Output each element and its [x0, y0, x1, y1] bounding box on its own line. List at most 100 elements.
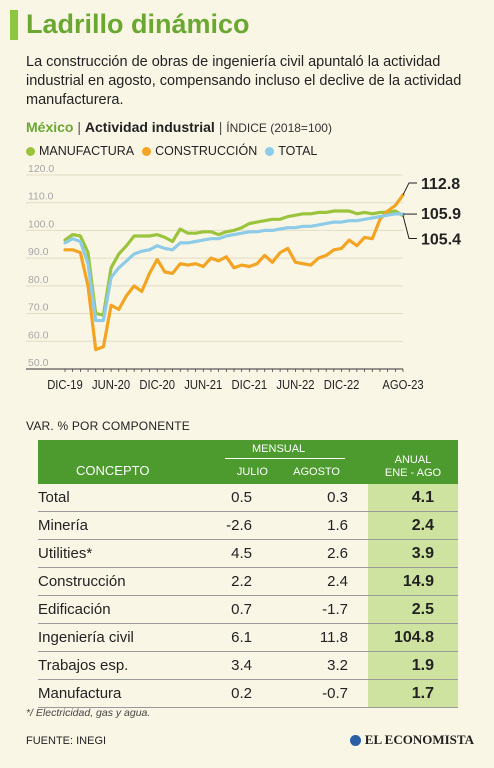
footnote: */ Electricidad, gas y agua.	[26, 707, 151, 719]
y-tick-label: 60.0	[28, 329, 49, 341]
title-accent-bar	[10, 10, 18, 40]
series-line-manufactura	[63, 209, 405, 317]
row-anual: 4.1	[368, 484, 458, 512]
brand-mark-icon	[349, 734, 361, 746]
row-anual: 1.9	[368, 651, 458, 680]
row-julio: 0.2	[182, 679, 278, 708]
header-julio: JULIO	[182, 440, 278, 484]
y-tick-label: 90.0	[28, 246, 49, 258]
row-anual: 14.9	[368, 567, 458, 596]
table-row: Utilities* 4.5 2.6 3.9	[38, 539, 458, 568]
header-mensual: MENSUAL	[252, 443, 306, 455]
callout-label: 105.9	[421, 206, 461, 223]
y-tick-label: 100.0	[28, 218, 54, 230]
row-name: Construcción	[38, 567, 182, 596]
line-chart: 120.0 110.0 100.0 90.0 80.0 70.0 60.0 50.0 DIC-1…	[26, 163, 461, 392]
row-agosto: -1.7	[278, 595, 368, 624]
row-agosto: 3.2	[278, 651, 368, 680]
chart-legend: MANUFACTURA CONSTRUCCIÓN TOTAL	[26, 144, 325, 158]
row-agosto: -0.7	[278, 679, 368, 708]
row-anual: 104.8	[368, 623, 458, 652]
header-mensual-rule	[225, 458, 345, 459]
index-label: ÍNDICE (2018=100)	[226, 121, 332, 135]
header-agosto: AGOSTO	[278, 440, 368, 484]
legend-label-total: TOTAL	[278, 144, 318, 158]
separator: |	[218, 119, 223, 135]
legend-label-manufactura: MANUFACTURA	[39, 144, 135, 158]
legend-dot-total	[265, 146, 275, 156]
callout-leader	[402, 215, 417, 239]
source-label: FUENTE: INEGI	[26, 735, 107, 747]
callout-label: 112.8	[421, 176, 460, 193]
row-anual: 1.7	[368, 679, 458, 708]
row-agosto: 2.6	[278, 539, 368, 568]
indicator-label: Actividad industrial	[84, 119, 215, 135]
header-anual: ANUAL ENE - AGO	[368, 440, 458, 484]
row-agosto: 2.4	[278, 567, 368, 596]
callout-label: 105.4	[421, 231, 461, 248]
table-row: Ingeniería civil 6.1 11.8 104.8	[38, 623, 458, 652]
country-label: México	[26, 119, 74, 135]
table-row: Minería -2.6 1.6 2.4	[38, 511, 458, 540]
row-agosto: 0.3	[278, 484, 368, 512]
series-line-total	[63, 212, 405, 323]
intro-text: La construcción de obras de ingeniería c…	[26, 54, 462, 108]
y-tick-label: 80.0	[28, 274, 49, 286]
row-julio: 0.7	[182, 595, 278, 624]
y-tick-label: 70.0	[28, 302, 49, 314]
row-name: Minería	[38, 511, 182, 540]
legend-label-construccion: CONSTRUCCIÓN	[155, 144, 258, 158]
table-row: Total 0.5 0.3 4.1	[38, 484, 458, 512]
row-julio: 4.5	[182, 539, 278, 568]
legend-dot-manufactura	[26, 146, 35, 156]
row-julio: 6.1	[182, 623, 278, 652]
row-name: Ingeniería civil	[38, 623, 182, 652]
legend-item-construccion: CONSTRUCCIÓN	[142, 144, 257, 158]
x-tick-label: DIC-20	[139, 377, 175, 392]
table-row: Trabajos esp. 3.4 3.2 1.9	[38, 651, 458, 680]
row-name: Manufactura	[38, 679, 182, 708]
series-line-construcción	[63, 193, 405, 352]
legend-item-manufactura: MANUFACTURA	[26, 144, 134, 158]
chart-subhead: México | Actividad industrial | ÍNDICE (…	[26, 119, 332, 135]
table-row: Edificación 0.7 -1.7 2.5	[38, 595, 458, 624]
row-julio: -2.6	[182, 511, 278, 540]
callout-leader	[402, 182, 417, 196]
table-heading: VAR. % POR COMPONENTE	[26, 419, 190, 433]
x-tick-label: AGO-23	[382, 377, 424, 392]
y-tick-label: 50.0	[28, 357, 49, 369]
row-julio: 2.2	[182, 567, 278, 596]
row-julio: 0.5	[182, 484, 278, 512]
row-name: Utilities*	[38, 539, 182, 568]
x-tick-label: DIC-21	[232, 377, 268, 392]
table-row: Construcción 2.2 2.4 14.9	[38, 567, 458, 596]
brand-name: EL ECONOMISTA	[364, 732, 474, 747]
row-anual: 2.5	[368, 595, 458, 624]
row-name: Total	[38, 484, 182, 512]
y-tick-label: 110.0	[28, 191, 54, 203]
page-title: Ladrillo dinámico	[26, 9, 250, 39]
table-header-row: CONCEPTO JULIO AGOSTO ANUAL ENE - AGO	[38, 440, 458, 484]
legend-item-total: TOTAL	[265, 144, 317, 158]
header-anual-line2: ENE - AGO	[384, 467, 442, 479]
row-julio: 3.4	[182, 651, 278, 680]
table-row: Manufactura 0.2 -0.7 1.7	[38, 679, 458, 708]
row-name: Edificación	[38, 595, 182, 624]
components-table: CONCEPTO JULIO AGOSTO ANUAL ENE - AGO To…	[38, 440, 458, 708]
y-tick-label: 120.0	[28, 163, 54, 175]
row-anual: 2.4	[368, 511, 458, 540]
x-tick-label: DIC-22	[324, 377, 360, 392]
x-tick-label: JUN-20	[92, 377, 130, 392]
legend-dot-construccion	[142, 146, 152, 156]
x-tick-label: JUN-21	[184, 377, 222, 392]
row-agosto: 1.6	[278, 511, 368, 540]
x-tick-label: DIC-19	[47, 377, 83, 392]
header-anual-line1: ANUAL	[394, 454, 432, 466]
row-anual: 3.9	[368, 539, 458, 568]
x-tick-label: JUN-22	[276, 377, 314, 392]
row-name: Trabajos esp.	[38, 651, 182, 680]
row-agosto: 11.8	[278, 623, 368, 652]
header-concepto: CONCEPTO	[38, 440, 182, 484]
brand-logo: EL ECONOMISTA	[349, 732, 474, 748]
separator: |	[77, 119, 81, 135]
